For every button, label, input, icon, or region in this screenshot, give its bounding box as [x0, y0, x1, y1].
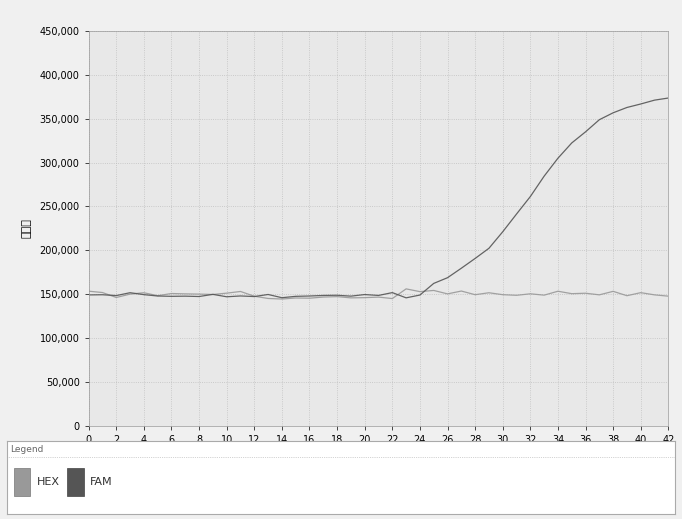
Text: FAM: FAM	[90, 477, 113, 487]
Bar	[67, 468, 84, 496]
Bar	[14, 468, 30, 496]
Text: HEX: HEX	[37, 477, 60, 487]
Y-axis label: 荧光值: 荧光值	[21, 218, 31, 238]
X-axis label: 循环数: 循环数	[368, 450, 389, 460]
Text: Legend: Legend	[10, 445, 44, 454]
